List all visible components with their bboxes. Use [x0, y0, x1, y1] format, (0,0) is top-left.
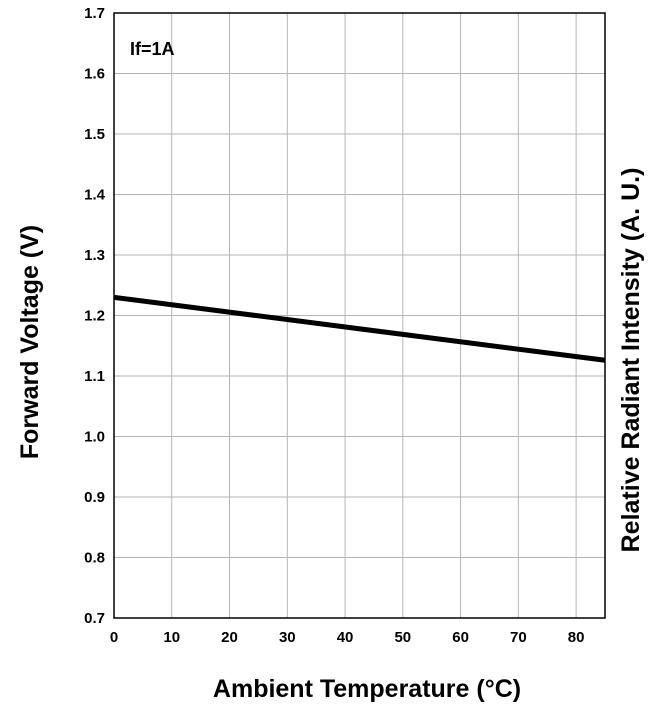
y-tick-label: 1.0: [84, 429, 105, 446]
y2-axis-title: Relative Radiant Intensity (A. U.): [617, 168, 645, 553]
x-tick-labels: 0 10 20 30 40 50 60 70 80: [110, 629, 585, 646]
annotation-label: If=1A: [130, 39, 175, 59]
x-axis-title: Ambient Temperature (°C): [213, 675, 521, 703]
x-tick-label: 60: [452, 629, 469, 646]
x-tick-label: 80: [568, 629, 585, 646]
plot-frame: [113, 12, 606, 619]
x-tick-label: 70: [510, 629, 527, 646]
series-layer: [113, 294, 606, 363]
x-tick-label: 50: [394, 629, 411, 646]
y-tick-label: 1.1: [84, 368, 105, 385]
grid: [114, 13, 605, 618]
y-axis-title: Forward Voltage (V): [16, 225, 44, 459]
x-tick-label: 40: [337, 629, 354, 646]
x-tick-label: 10: [163, 629, 180, 646]
y-tick-label: 1.5: [84, 126, 105, 143]
y-tick-label: 1.3: [84, 247, 105, 264]
y-tick-label: 1.7: [84, 5, 105, 22]
y-tick-label: 1.2: [84, 308, 105, 325]
x-tick-label: 30: [279, 629, 296, 646]
y-tick-label: 1.4: [84, 187, 106, 204]
y-tick-label: 0.8: [84, 550, 105, 567]
y-tick-label: 0.7: [84, 610, 105, 627]
y-tick-labels: 0.7 0.8 0.9 1.0 1.1 1.2 1.3 1.4 1.5 1.6 1.7: [84, 5, 106, 627]
x-tick-label: 0: [110, 629, 118, 646]
x-tick-label: 20: [221, 629, 238, 646]
y-tick-label: 1.6: [84, 66, 105, 83]
y-tick-label: 0.9: [84, 489, 105, 506]
series-line: [113, 294, 606, 363]
